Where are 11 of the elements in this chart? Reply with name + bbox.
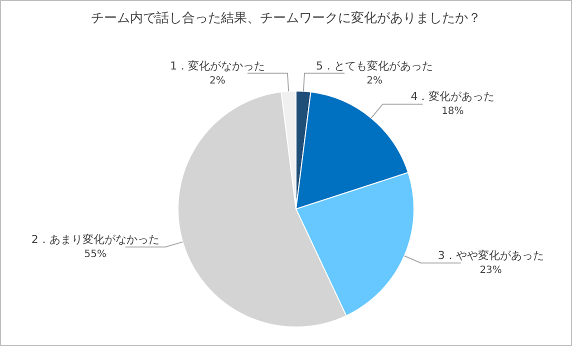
slice-label: 1．変化がなかった [170,59,265,72]
data-label: 2% [366,75,382,86]
slice-label: 5．とても変化があった [316,59,434,72]
data-label: 18% [442,106,464,118]
slice-label: 2．あまり変化がなかった [31,232,160,246]
slice-label: 3．やや変化があった [438,249,544,262]
chart-title: チーム内で話し合った結果、チームワークに変化がありましたか？ [90,10,482,27]
data-label: 2% [210,75,226,86]
data-label: 55% [84,248,107,260]
slice-label: 4．変化があった [410,90,495,104]
data-label: 23% [480,265,502,276]
